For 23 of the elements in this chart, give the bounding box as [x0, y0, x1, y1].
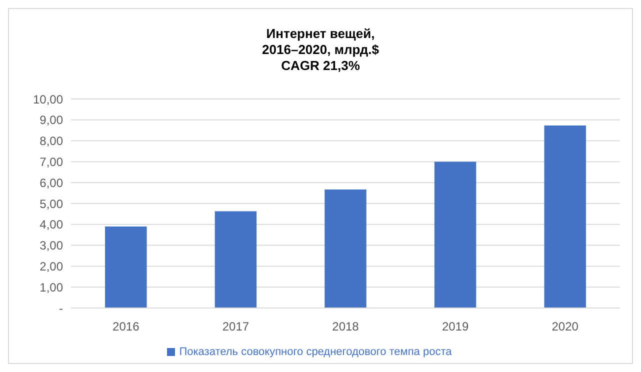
y-tick-label: 4,00 [40, 218, 64, 232]
x-tick-label: 2016 [112, 320, 140, 334]
x-tick-label: 2017 [222, 320, 250, 334]
y-tick-label: - [59, 301, 63, 316]
y-tick-label: 2,00 [40, 259, 64, 274]
y-tick-label: 7,00 [40, 154, 64, 169]
bar [544, 126, 586, 308]
legend-label: Показатель совокупного среднегодового темпа роста [179, 346, 452, 358]
y-tick-label: 3,00 [40, 238, 64, 253]
x-tick-label: 2020 [552, 320, 579, 334]
y-tick-label: 8,00 [40, 134, 64, 148]
y-tick-label: 1,00 [40, 280, 64, 294]
bar [105, 226, 147, 308]
y-tick-label: 6,00 [40, 176, 64, 190]
y-tick-label: 10,00 [32, 92, 64, 106]
x-tick-label: 2019 [442, 320, 469, 334]
chart-title: Интернет вещей, 2016–2020, млрд.$ CAGR 21,3% [261, 25, 380, 75]
x-tick-label: 2018 [332, 320, 360, 334]
bar [324, 189, 366, 308]
bar [214, 211, 257, 308]
bar [434, 162, 476, 308]
y-tick-label: 5,00 [40, 196, 64, 211]
y-tick-label: 9,00 [40, 113, 64, 128]
